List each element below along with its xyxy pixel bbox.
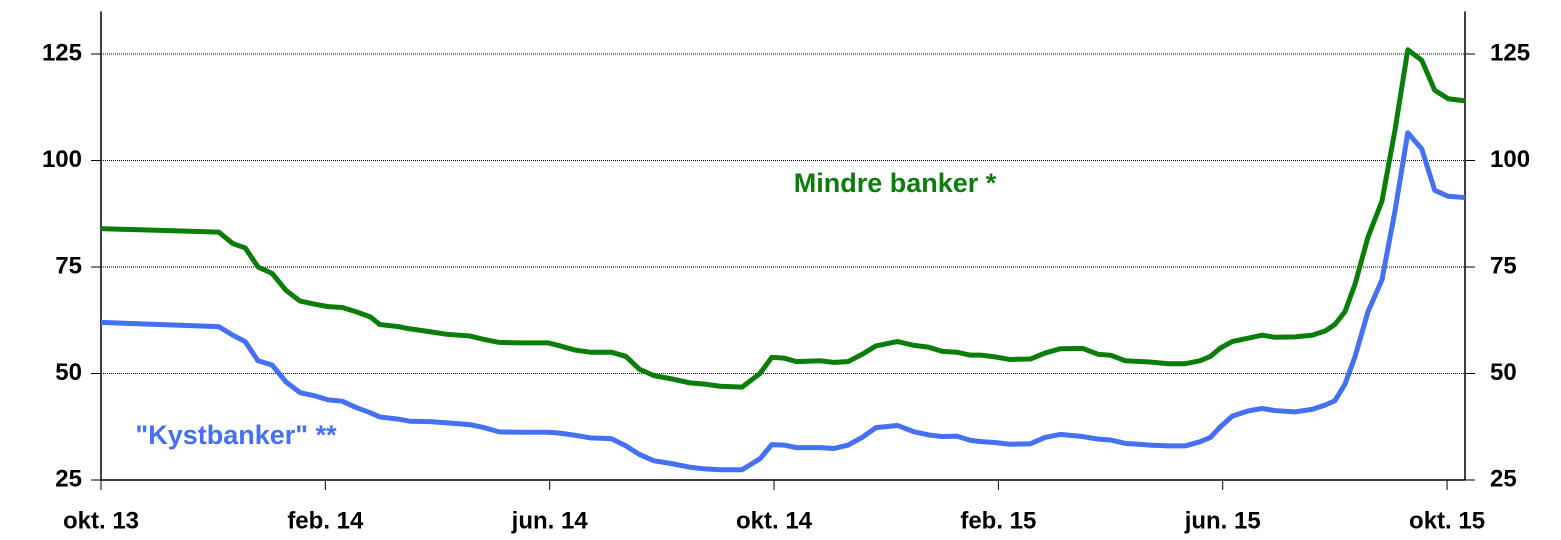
y-tick-label: 75 bbox=[55, 252, 82, 279]
x-tick-label: okt. 15 bbox=[1409, 507, 1485, 534]
x-tick-label: jun. 14 bbox=[511, 507, 589, 534]
x-tick-label: okt. 14 bbox=[736, 507, 813, 534]
y-tick-label: 25 bbox=[55, 465, 82, 492]
x-tick-label: feb. 14 bbox=[287, 507, 364, 534]
y2-tick-label: 100 bbox=[1490, 146, 1530, 173]
x-tick-label: feb. 15 bbox=[960, 507, 1036, 534]
y-tick-label: 125 bbox=[42, 39, 82, 66]
y2-tick-label: 50 bbox=[1490, 359, 1517, 386]
series-label: Mindre banker * bbox=[794, 168, 997, 198]
y2-tick-label: 25 bbox=[1490, 465, 1517, 492]
series-label: "Kystbanker" ** bbox=[135, 420, 337, 450]
x-tick-label: okt. 13 bbox=[63, 507, 139, 534]
y2-tick-label: 75 bbox=[1490, 252, 1517, 279]
x-tick-label: jun. 15 bbox=[1184, 507, 1261, 534]
series-line bbox=[100, 130, 1466, 473]
series-line bbox=[100, 47, 1466, 390]
y-tick-label: 50 bbox=[55, 359, 82, 386]
y2-tick-label: 125 bbox=[1490, 39, 1530, 66]
y-tick-label: 100 bbox=[42, 146, 82, 173]
